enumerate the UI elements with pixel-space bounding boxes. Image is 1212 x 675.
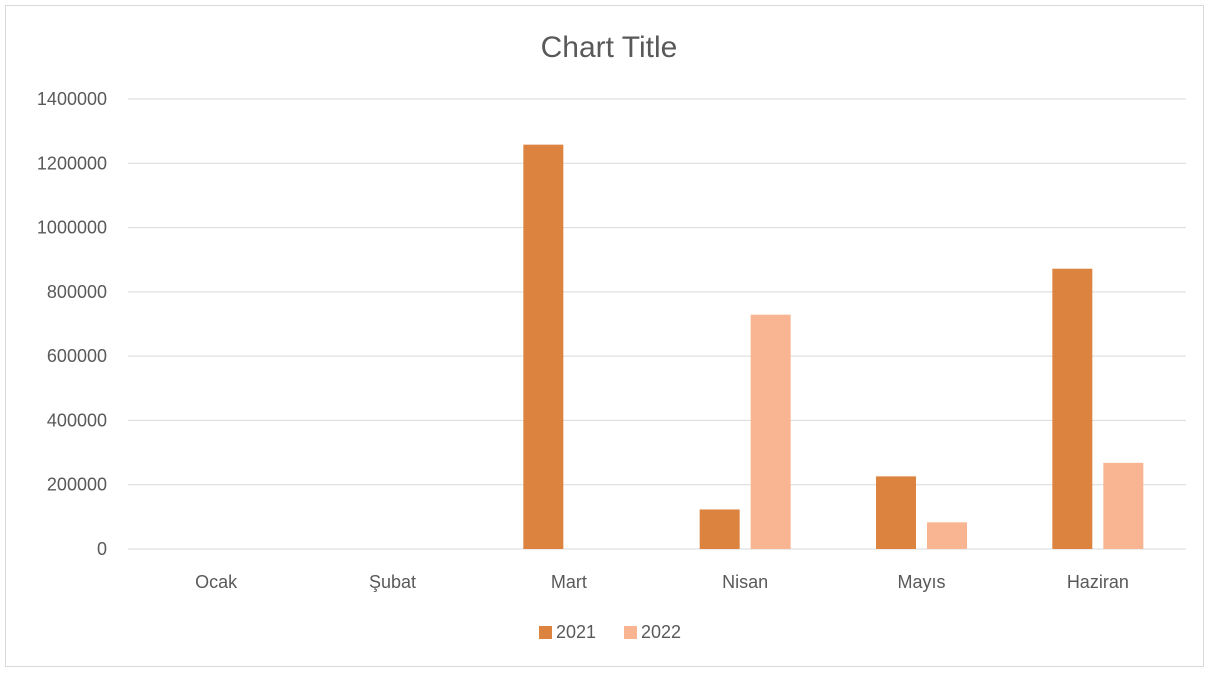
legend-label-2022: 2022 bbox=[641, 622, 681, 642]
y-tick-label: 0 bbox=[97, 539, 107, 559]
y-tick-label: 800000 bbox=[47, 282, 107, 302]
bar-2021-Mart bbox=[523, 144, 564, 549]
bar-2021-Mayıs bbox=[876, 476, 916, 549]
bar-2021-Haziran bbox=[1052, 268, 1093, 549]
bar-2022-Haziran bbox=[1103, 462, 1144, 549]
y-axis-ticks: 0 200000 400000 600000 800000 1000000 1200000 1… bbox=[37, 89, 107, 559]
y-tick-label: 1000000 bbox=[37, 218, 107, 238]
y-tick-label: 1400000 bbox=[37, 89, 107, 109]
bar-2021-Nisan bbox=[699, 509, 740, 549]
bars bbox=[523, 144, 1144, 549]
x-axis-labels: Ocak Şubat Mart Nisan Mayıs Haziran bbox=[195, 572, 1129, 592]
chart-title: Chart Title bbox=[541, 31, 678, 64]
chart-area bbox=[5, 5, 1204, 667]
x-tick-label: Mayıs bbox=[897, 572, 945, 592]
y-tick-label: 400000 bbox=[47, 410, 107, 430]
x-tick-label: Şubat bbox=[369, 572, 416, 592]
gridlines bbox=[128, 98, 1186, 550]
bar-2022-Nisan bbox=[750, 314, 791, 549]
legend: 2021 2022 bbox=[539, 622, 681, 642]
x-tick-label: Mart bbox=[551, 572, 587, 592]
legend-label-2021: 2021 bbox=[556, 622, 596, 642]
x-tick-label: Ocak bbox=[195, 572, 238, 592]
x-tick-label: Nisan bbox=[722, 572, 768, 592]
y-tick-label: 1200000 bbox=[37, 153, 107, 173]
y-tick-label: 600000 bbox=[47, 346, 107, 366]
bar-2022-Mayıs bbox=[927, 522, 967, 549]
x-tick-label: Haziran bbox=[1067, 572, 1129, 592]
legend-swatch-2022 bbox=[624, 626, 637, 639]
y-tick-label: 200000 bbox=[47, 475, 107, 495]
legend-swatch-2021 bbox=[539, 626, 552, 639]
